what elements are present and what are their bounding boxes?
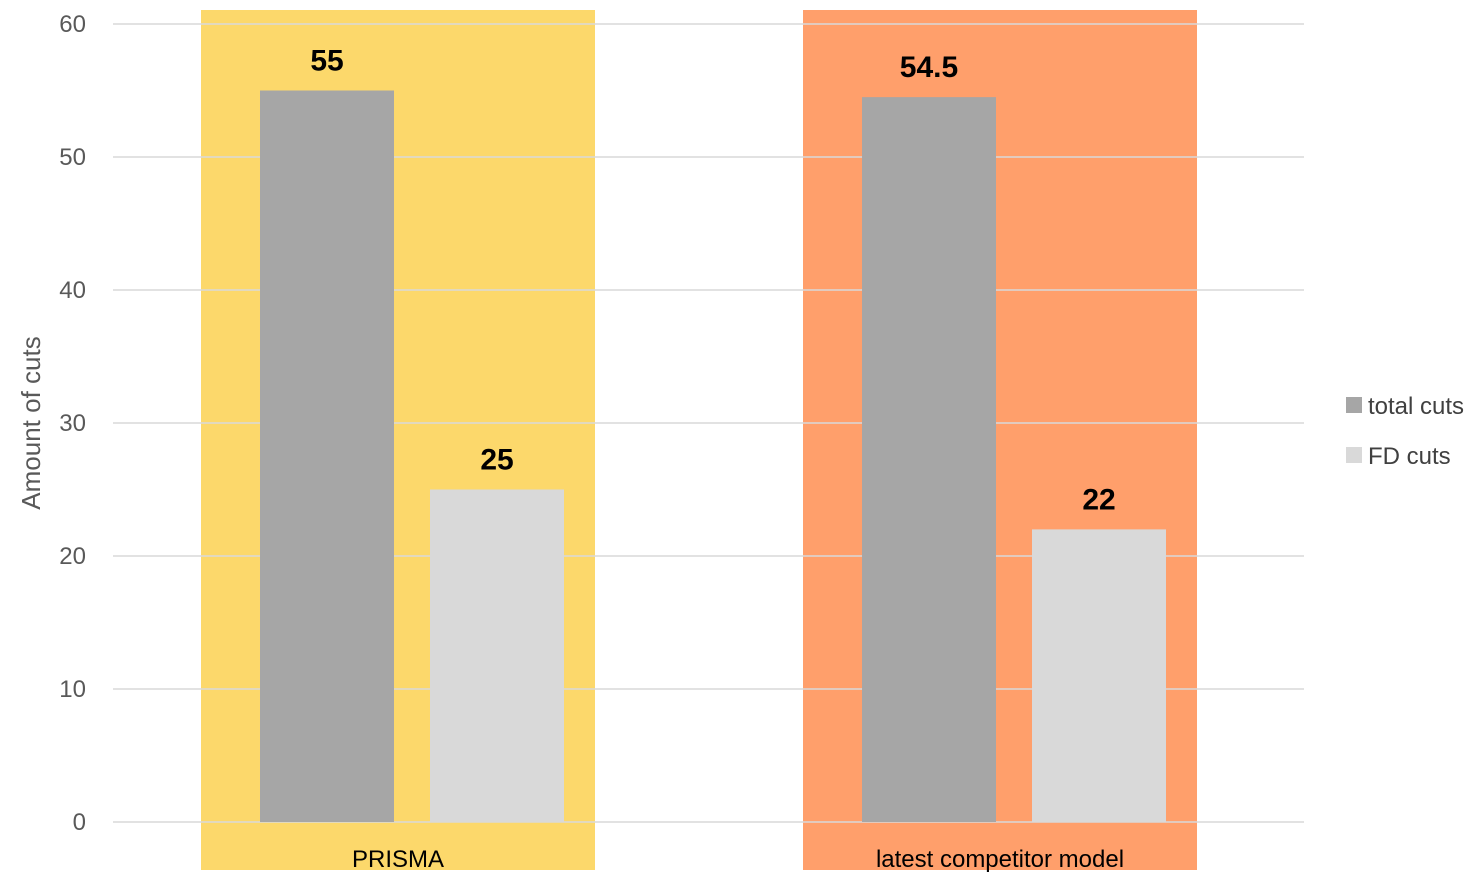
data-label: 55	[310, 45, 343, 78]
y-axis-title: Amount of cuts	[16, 336, 46, 509]
data-label: 54.5	[900, 51, 958, 84]
y-tick-label: 40	[59, 277, 86, 304]
axes: 0 10 20 30 40 50 60 PRISMA latest competitor mod…	[59, 11, 1124, 873]
bar	[1032, 529, 1166, 822]
bar	[260, 90, 394, 822]
y-tick-label: 10	[59, 676, 86, 703]
y-tick-label: 20	[59, 543, 86, 570]
y-tick-label: 0	[73, 809, 86, 836]
x-tick-label: latest competitor model	[876, 846, 1124, 873]
y-tick-label: 30	[59, 410, 86, 437]
bar	[862, 97, 996, 822]
legend-swatch	[1346, 397, 1362, 413]
y-tick-label: 50	[59, 144, 86, 171]
x-tick-label: PRISMA	[352, 846, 444, 873]
bar	[430, 489, 564, 822]
legend-label: FD cuts	[1368, 443, 1451, 470]
y-tick-label: 60	[59, 11, 86, 38]
legend-label: total cuts	[1368, 393, 1464, 420]
data-label: 25	[480, 444, 513, 477]
data-label: 22	[1082, 483, 1115, 516]
legend: total cuts FD cuts	[1346, 393, 1464, 470]
bars	[260, 90, 1166, 822]
legend-swatch	[1346, 447, 1362, 463]
data-labels: 55 54.5 25 22	[310, 45, 1115, 517]
